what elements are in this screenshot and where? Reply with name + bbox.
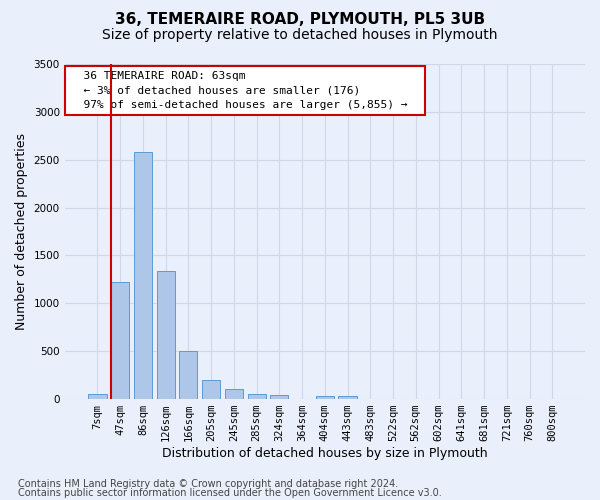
Bar: [248, 394, 266, 399]
Bar: [111, 282, 129, 399]
Bar: [225, 389, 243, 399]
Bar: [270, 395, 289, 399]
Bar: [338, 396, 356, 399]
Text: 36 TEMERAIRE ROAD: 63sqm  
  ← 3% of detached houses are smaller (176)  
  97% o: 36 TEMERAIRE ROAD: 63sqm ← 3% of detache…: [70, 70, 421, 110]
Text: Contains public sector information licensed under the Open Government Licence v3: Contains public sector information licen…: [18, 488, 442, 498]
Bar: [316, 396, 334, 399]
Text: 36, TEMERAIRE ROAD, PLYMOUTH, PL5 3UB: 36, TEMERAIRE ROAD, PLYMOUTH, PL5 3UB: [115, 12, 485, 28]
Bar: [179, 351, 197, 399]
Text: Size of property relative to detached houses in Plymouth: Size of property relative to detached ho…: [102, 28, 498, 42]
Y-axis label: Number of detached properties: Number of detached properties: [15, 133, 28, 330]
Bar: [202, 380, 220, 399]
Bar: [157, 271, 175, 399]
Text: Contains HM Land Registry data © Crown copyright and database right 2024.: Contains HM Land Registry data © Crown c…: [18, 479, 398, 489]
Bar: [88, 394, 107, 399]
Bar: [134, 152, 152, 399]
X-axis label: Distribution of detached houses by size in Plymouth: Distribution of detached houses by size …: [162, 447, 488, 460]
